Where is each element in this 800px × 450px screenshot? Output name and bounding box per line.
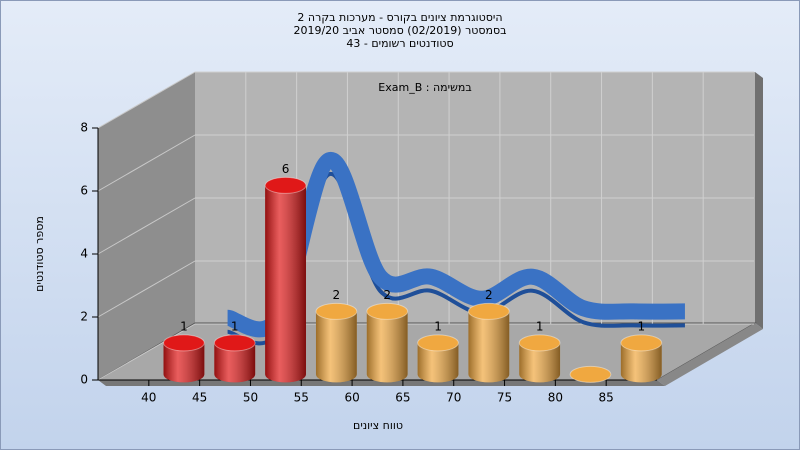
x-axis-label: טווח ציונים: [353, 419, 403, 432]
grid-line: [97, 260, 196, 318]
x-tick-label: 60: [344, 391, 359, 405]
bar-top: [620, 334, 663, 352]
x-tick-label: 70: [446, 391, 461, 405]
grid-line: [97, 134, 196, 192]
x-tick-label: 85: [599, 391, 614, 405]
bar-shade: [214, 342, 256, 383]
bar-shade: [366, 311, 408, 383]
data-label: 1: [434, 319, 442, 333]
x-tick-label: 65: [395, 391, 410, 405]
bar-top: [417, 334, 459, 352]
x-tick-label: 50: [243, 391, 258, 405]
bar-shade: [468, 311, 510, 383]
y-tick-label: 0: [80, 373, 88, 387]
y-tick-label: 6: [80, 184, 88, 198]
y-tick-label: 2: [80, 310, 88, 324]
grid-line: [97, 323, 196, 381]
x-tick-label: 75: [497, 391, 512, 405]
y-axis-label: מספר סטודנטים: [33, 216, 46, 292]
x-tick-label: 80: [548, 391, 563, 405]
y-tick-label: 8: [80, 121, 88, 135]
bar-top: [213, 334, 256, 352]
bar-top: [163, 334, 205, 352]
bar-shade: [620, 342, 662, 383]
data-label: 1: [180, 319, 188, 333]
grid-line: [97, 197, 196, 255]
bar-shade: [417, 342, 459, 383]
wall-edge: [755, 72, 763, 329]
bar-shade: [265, 185, 306, 383]
bar-top: [467, 302, 510, 320]
data-label: 2: [485, 288, 493, 302]
bar-shade: [315, 311, 357, 383]
title-line: סטודנטים רשומים - 43: [346, 37, 453, 50]
bar-shade: [163, 342, 205, 383]
data-label: 1: [637, 319, 645, 333]
bar-top: [264, 176, 307, 194]
data-label: 1: [231, 319, 239, 333]
bar-top: [366, 302, 409, 320]
title-line: בסמסטר (02/2019) סמסטר אביב 2019/20: [293, 24, 506, 37]
title-line: היסטוגרמת ציונים בקורס - מערכות בקרה 2: [297, 11, 502, 24]
bar-shade: [519, 342, 561, 383]
x-tick-label: 45: [192, 391, 207, 405]
grid-line: [97, 71, 196, 129]
x-tick-label: 40: [141, 391, 156, 405]
subtitle: Exam_B : במשימה: [378, 81, 471, 94]
data-label: 2: [333, 288, 341, 302]
data-label: 2: [383, 288, 391, 302]
x-tick-label: 55: [294, 391, 309, 405]
y-tick-label: 4: [80, 247, 88, 261]
bar-top: [569, 365, 612, 383]
bar-top: [315, 302, 358, 320]
data-label: 6: [282, 162, 290, 176]
data-label: 1: [536, 319, 544, 333]
floor-edge: [657, 323, 763, 386]
bar-top: [518, 334, 561, 352]
